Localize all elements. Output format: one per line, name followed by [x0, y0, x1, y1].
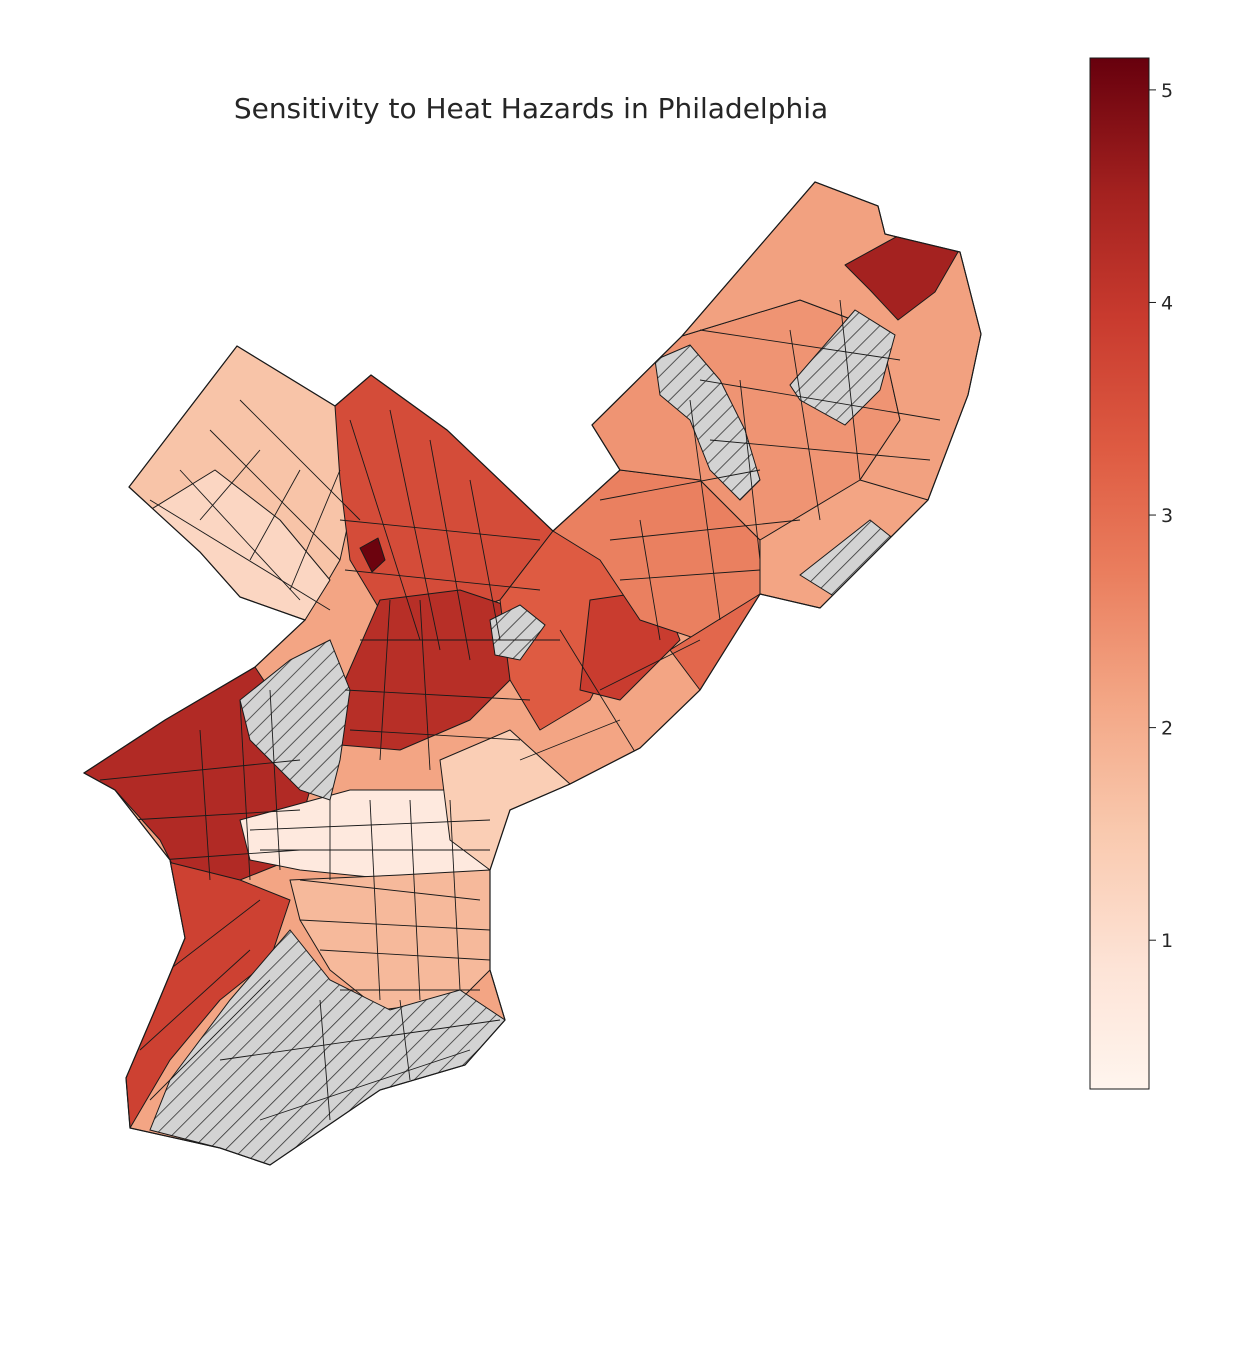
- tract-boundaries: [99, 299, 941, 1121]
- tract-boundary-line: [709, 439, 931, 461]
- colorbar-tick-label: 3: [1161, 505, 1173, 527]
- tract-boundary-line: [689, 399, 721, 621]
- tract-boundary-line: [599, 639, 701, 691]
- tract-boundary-line: [739, 379, 761, 561]
- tract-boundary-line: [129, 809, 301, 821]
- tract-boundary-line: [399, 999, 411, 1081]
- tract-boundary-line: [349, 729, 521, 741]
- tract-boundary-line: [239, 699, 251, 881]
- tract-boundary-line: [199, 729, 211, 881]
- colorbar-gradient: [1089, 57, 1150, 1090]
- tract-boundary-line: [699, 329, 901, 361]
- tract-boundary-line: [269, 689, 281, 871]
- tract-boundary-line: [99, 759, 301, 781]
- tract-boundary-line: [469, 479, 501, 641]
- city-outline: [82, 181, 982, 1166]
- tract-boundary-line: [209, 429, 341, 561]
- tract-boundary-line: [389, 409, 441, 651]
- tract-boundary-line: [344, 569, 541, 591]
- tract-boundary-line: [559, 629, 641, 761]
- tract-boundary-line: [259, 1049, 471, 1121]
- tract-boundary-line: [409, 799, 421, 1001]
- chart-title: Sensitivity to Heat Hazards in Philadelp…: [234, 92, 828, 125]
- tract-boundary-line: [219, 1019, 501, 1061]
- tract-boundary-line: [339, 519, 541, 541]
- tract-boundary-line: [369, 799, 381, 1001]
- tract-boundary-line: [519, 719, 621, 761]
- tract-boundary-line: [429, 439, 471, 661]
- tract-boundary-line: [344, 689, 531, 701]
- tract-boundary-line: [249, 819, 491, 831]
- tract-boundary-line: [609, 519, 801, 541]
- tract-boundary-line: [319, 949, 491, 961]
- tract-boundary-line: [239, 399, 361, 521]
- tract-boundary-line: [319, 999, 331, 1121]
- tract-boundary-line: [699, 379, 941, 421]
- tract-boundary-line: [379, 599, 391, 761]
- colorbar-tick-label: 4: [1161, 292, 1173, 314]
- tract-boundary-line: [299, 879, 481, 901]
- colorbar: 1 2 3 4 5: [1089, 57, 1173, 1090]
- no-data-riverfront-industrial: [654, 344, 761, 501]
- tract-boundary-line: [349, 419, 421, 641]
- tract-boundary-line: [449, 799, 461, 991]
- tract-boundary-line: [289, 469, 341, 591]
- tract-boundary-line: [599, 469, 761, 501]
- colorbar-tick-label: 5: [1161, 80, 1173, 102]
- colorbar-tick-label: 1: [1161, 930, 1173, 952]
- tract-boundary-line: [789, 329, 821, 521]
- tract-boundary-line: [179, 469, 301, 601]
- tract-boundary-line: [299, 919, 491, 931]
- no-data-pennypack-park: [789, 309, 896, 426]
- tract-boundary-line: [619, 569, 761, 581]
- tract-boundary-line: [419, 599, 431, 771]
- tract-boundary-line: [149, 979, 271, 1101]
- no-data-fairmount-park: [239, 639, 351, 801]
- colorbar-tick-label: 2: [1161, 718, 1173, 740]
- tract-boundary-line: [159, 849, 301, 861]
- colorbar-ticks: 1 2 3 4 5: [1149, 80, 1173, 952]
- tract-boundary-line: [149, 499, 331, 611]
- tract-boundary-line: [249, 469, 301, 561]
- philadelphia-map: [82, 181, 982, 1166]
- region-germantown-hotspot[interactable]: [359, 537, 386, 573]
- tract-boundary-line: [139, 949, 251, 1051]
- tract-boundary-line: [839, 299, 861, 481]
- tract-boundary-line: [639, 519, 661, 641]
- tract-boundary-line: [199, 449, 261, 521]
- no-data-tacony-creek-park: [489, 604, 546, 661]
